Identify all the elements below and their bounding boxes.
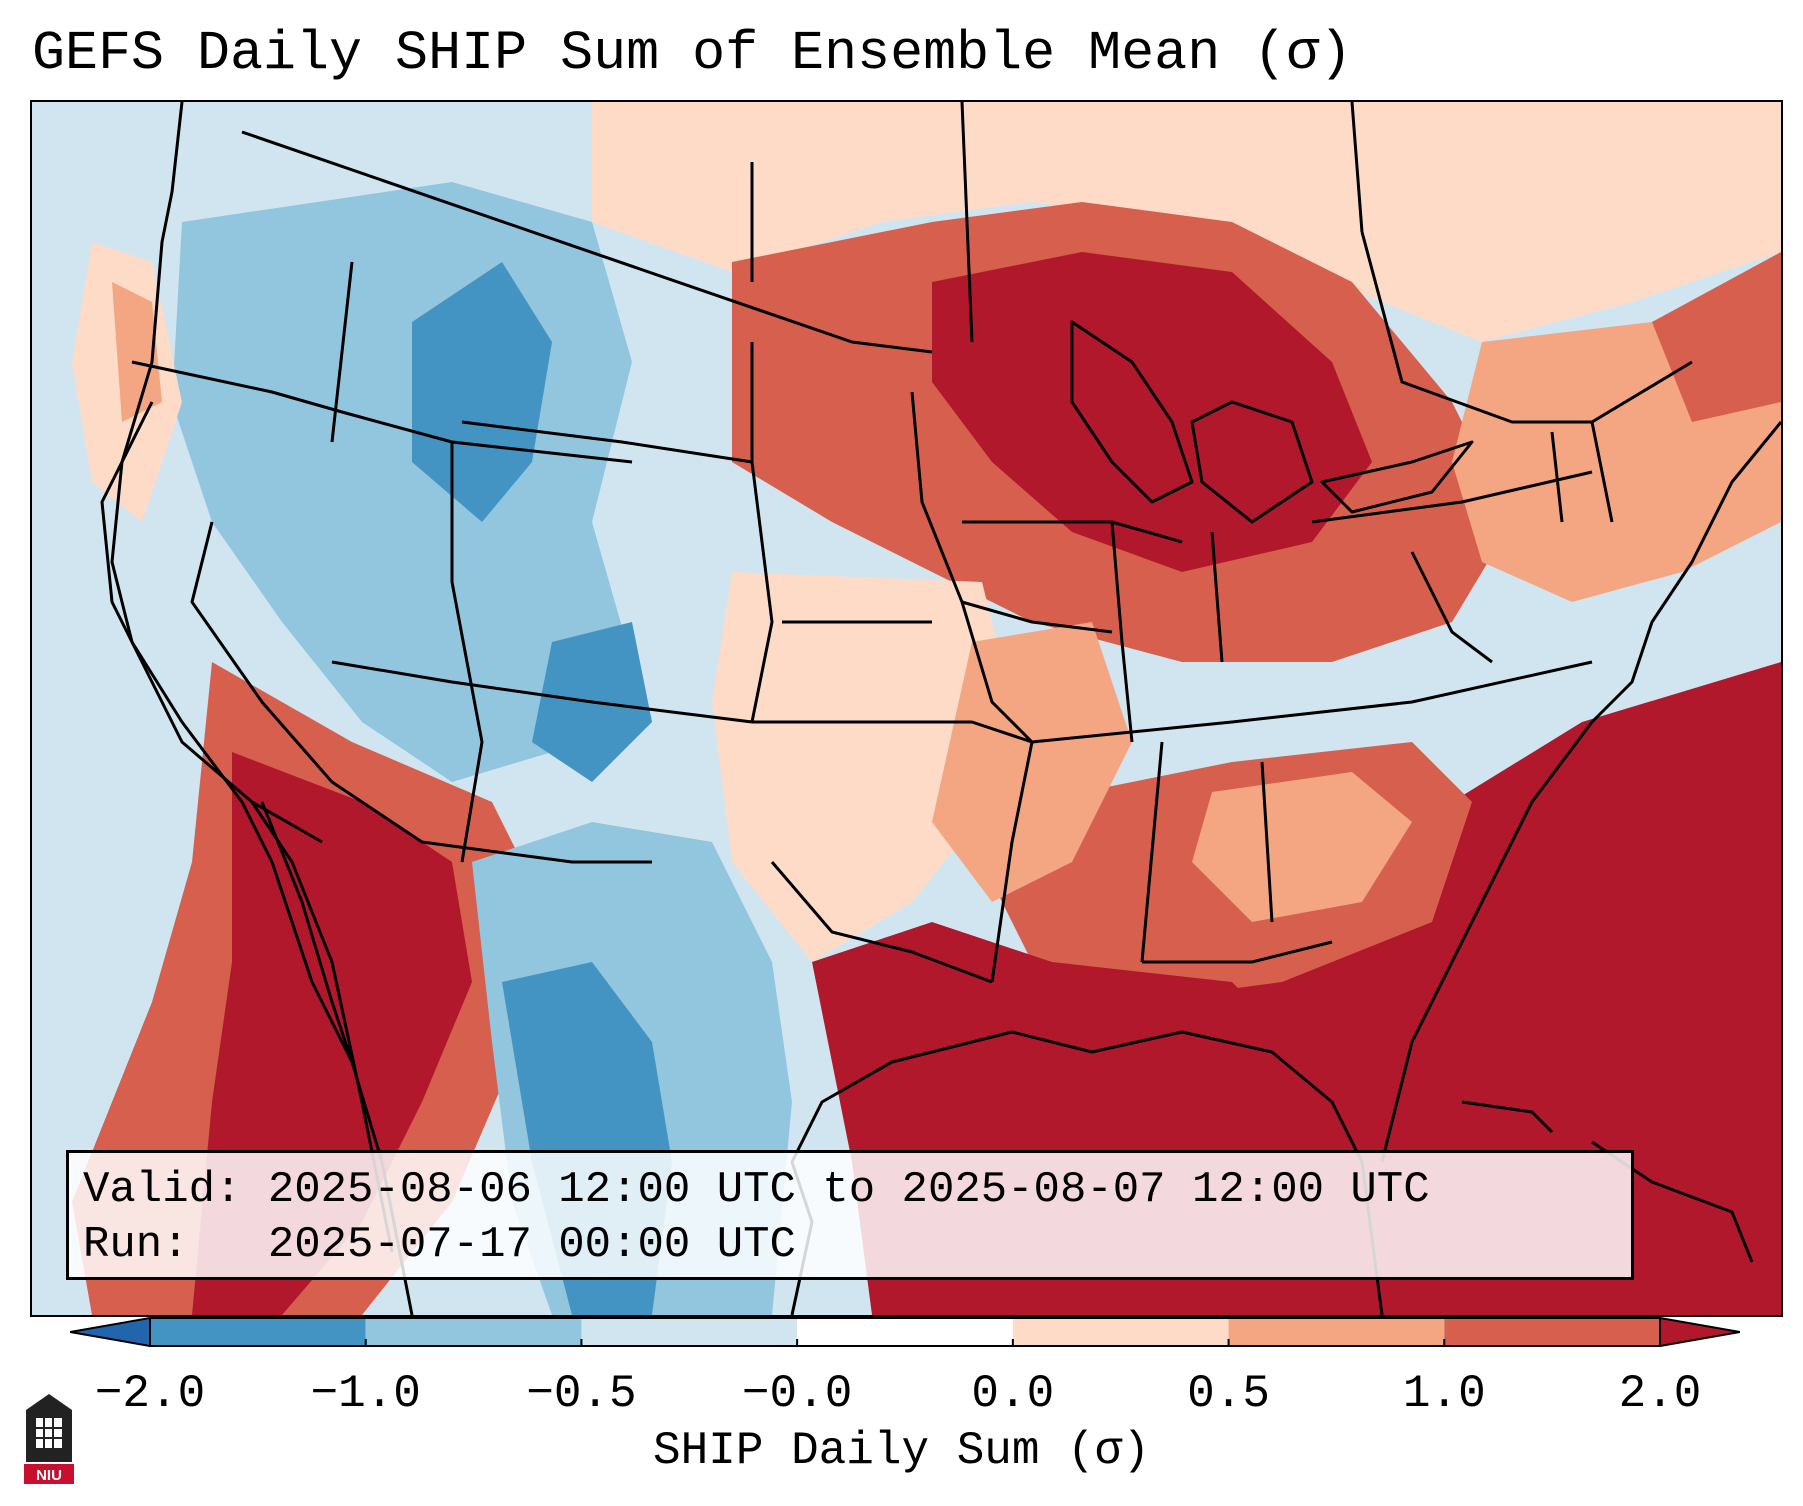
- colorbar-segments: [70, 1317, 1740, 1347]
- niu-tower-logo: NIU: [24, 1394, 74, 1484]
- valid-line: Valid: 2025-08-06 12:00 UTC to 2025-08-0…: [83, 1165, 1430, 1215]
- colorbar-tick-label: −0.5: [526, 1368, 637, 1420]
- colorbar-segment: [365, 1318, 582, 1346]
- colorbar-segment: [797, 1318, 1013, 1346]
- colorbar-extend-low: [70, 1317, 151, 1347]
- map-field: [32, 102, 1781, 1315]
- colorbar-extend-high: [1659, 1317, 1740, 1347]
- colorbar-segment: [581, 1318, 798, 1346]
- map-title: GEFS Daily SHIP Sum of Ensemble Mean (σ): [32, 22, 1353, 85]
- colorbar-segment: [1012, 1318, 1229, 1346]
- colorbar-tick-label: −2.0: [94, 1368, 206, 1420]
- colorbar-label: SHIP Daily Sum (σ): [653, 1425, 1150, 1477]
- colorbar-segment: [1228, 1318, 1445, 1346]
- run-line: Run: 2025-07-17 00:00 UTC: [83, 1220, 796, 1270]
- colorbar-tick-label: 1.0: [1402, 1368, 1486, 1420]
- state-boundaries: [100, 102, 1693, 1253]
- anomaly-field: [32, 102, 1781, 1315]
- valid-run-info-box: Valid: 2025-08-06 12:00 UTC to 2025-08-0…: [66, 1150, 1634, 1280]
- colorbar: [70, 1317, 1740, 1347]
- colorbar-tick-label: −1.0: [310, 1368, 421, 1420]
- colorbar-tick-label: 2.0: [1618, 1368, 1702, 1420]
- colorbar-tick-label: 0.5: [1187, 1368, 1270, 1420]
- colorbar-tick-label: −0.0: [741, 1368, 853, 1420]
- logo-text: NIU: [36, 1467, 62, 1484]
- map-panel: [30, 100, 1783, 1317]
- colorbar-tick-label: 0.0: [971, 1368, 1055, 1420]
- colorbar-segment: [1444, 1318, 1660, 1346]
- colorbar-segment: [150, 1318, 366, 1346]
